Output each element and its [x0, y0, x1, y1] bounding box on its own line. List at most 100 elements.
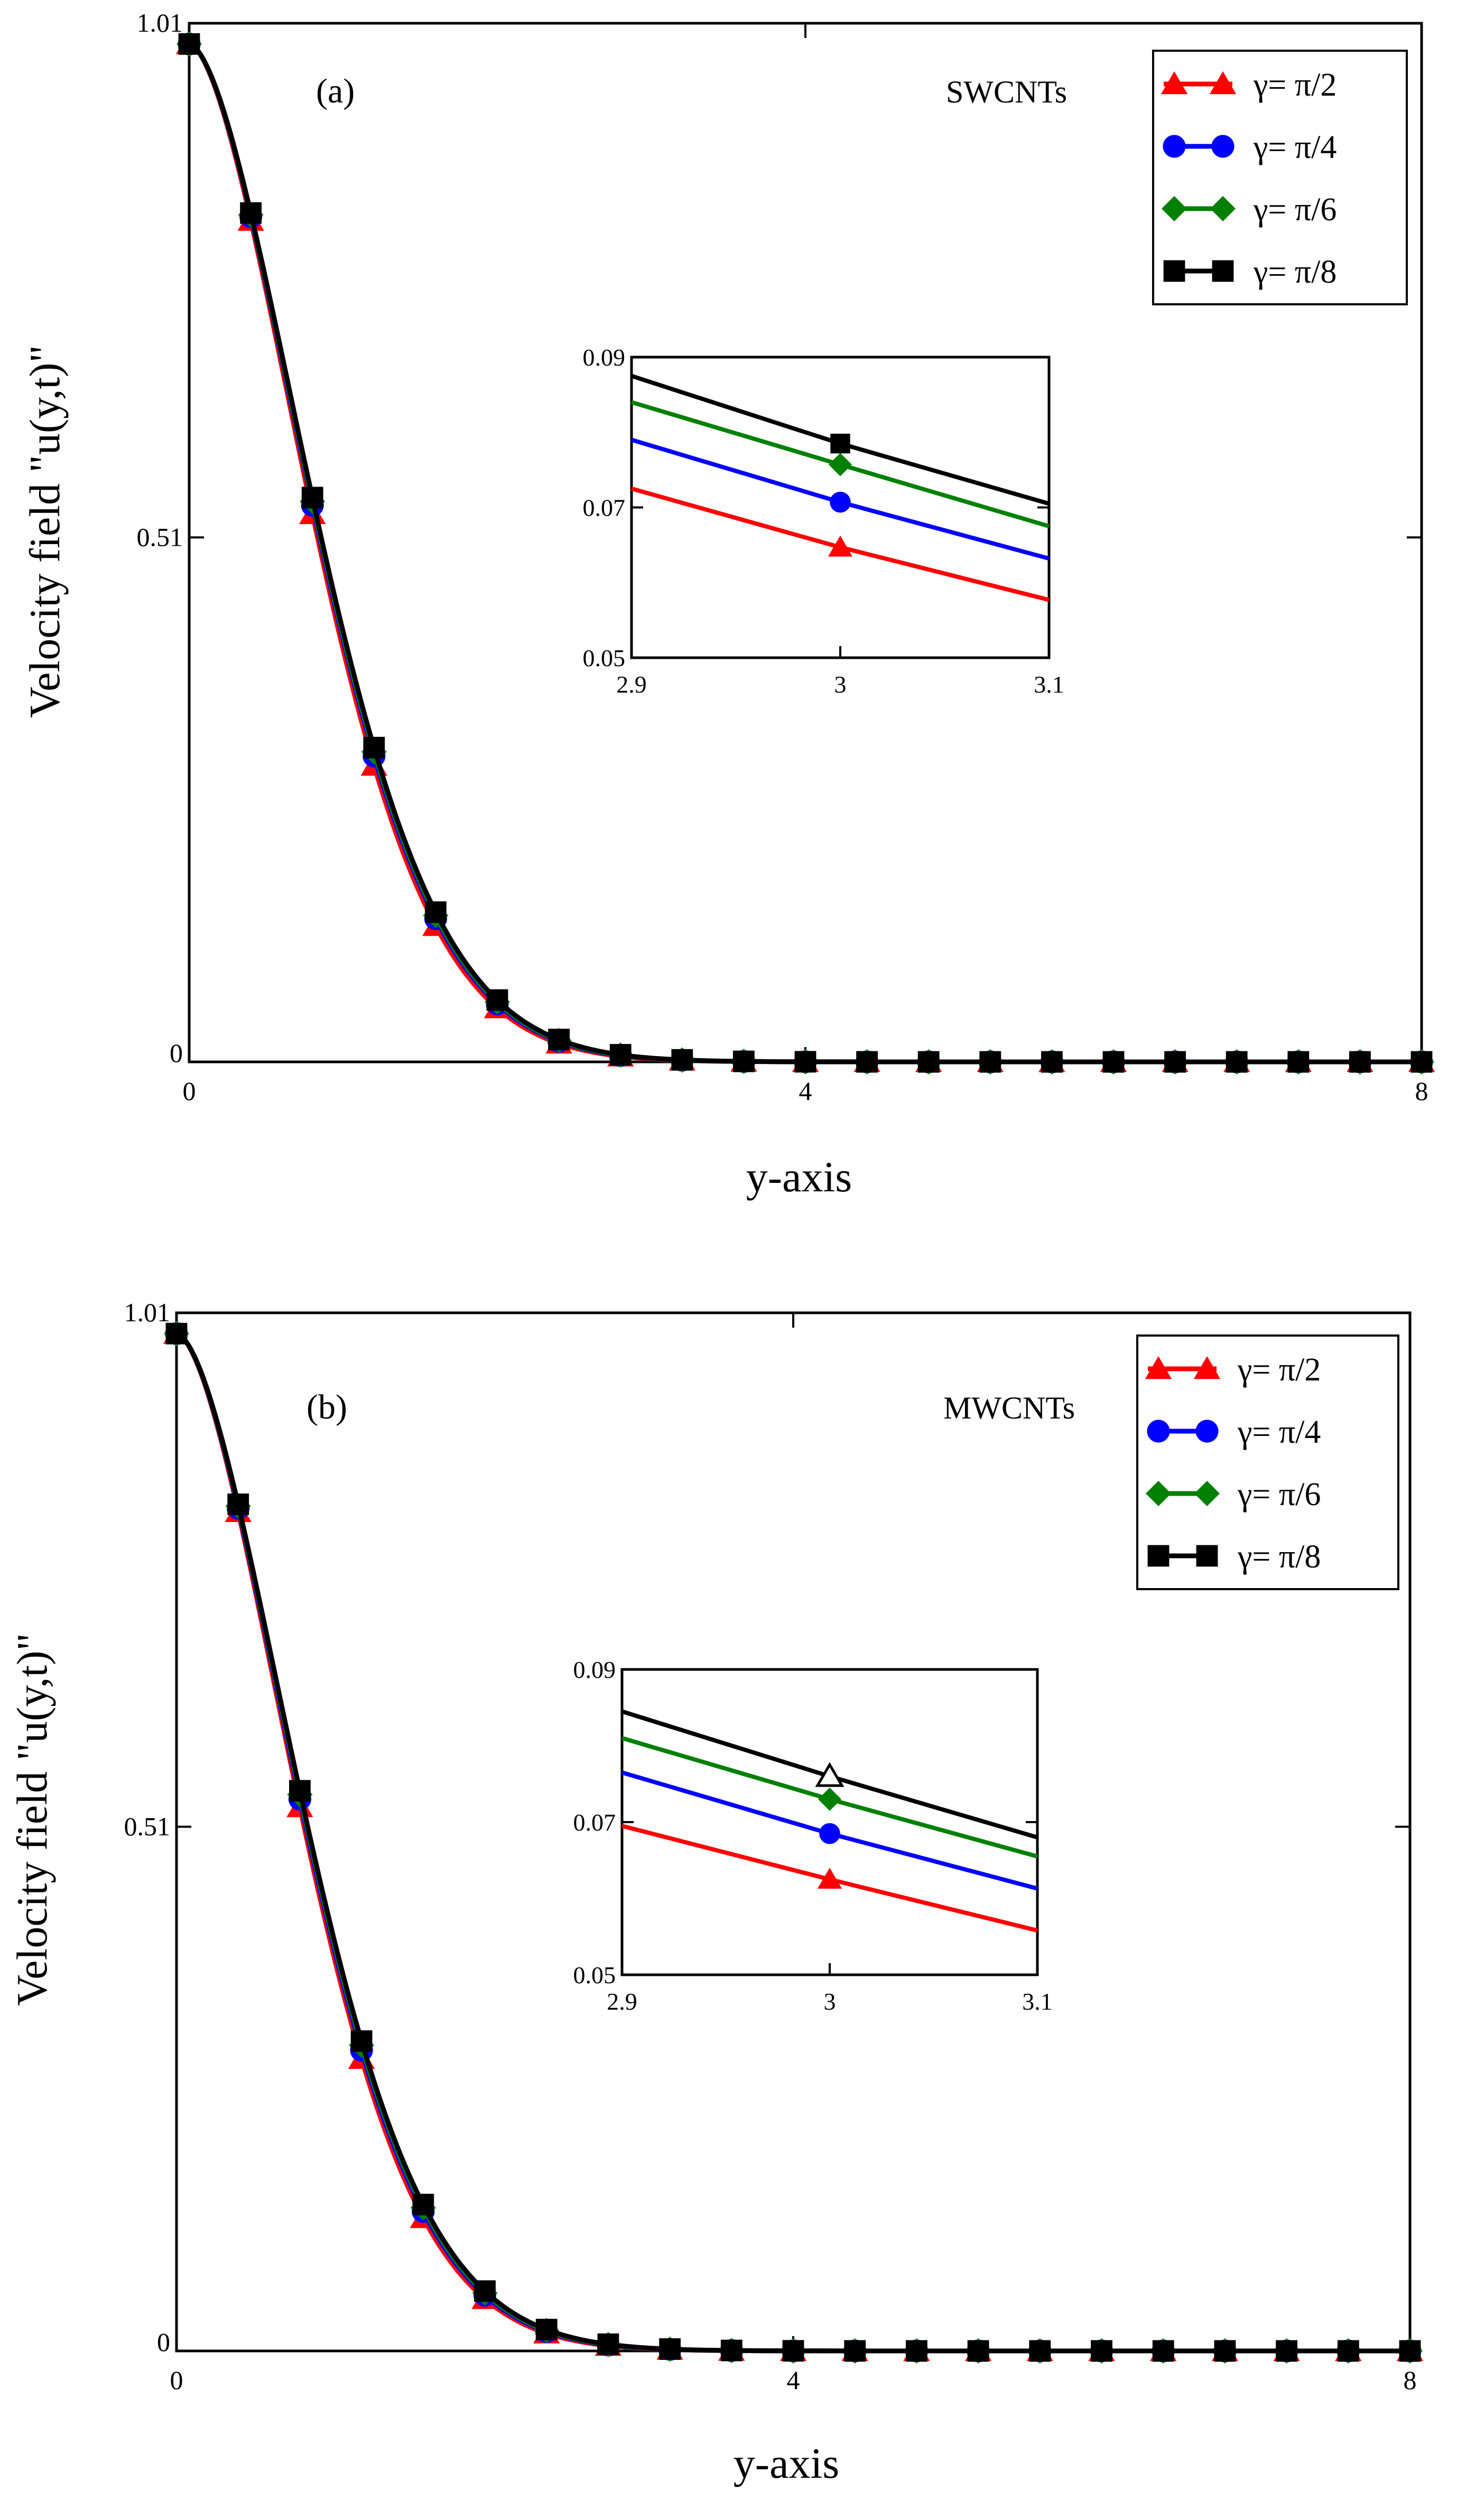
inset-series-1	[630, 487, 1050, 602]
nanotube-annotation: MWCNTs	[943, 1390, 1075, 1425]
inset-marker	[815, 1762, 844, 1787]
x-tick-label: 0	[183, 1076, 196, 1106]
legend-frame	[1136, 1334, 1399, 1590]
series-marker	[856, 1051, 878, 1073]
series-marker	[671, 1049, 693, 1071]
series-marker	[979, 1051, 1001, 1073]
series-marker	[1410, 1051, 1433, 1073]
series-4	[165, 1322, 1421, 2362]
series-marker	[1029, 2340, 1051, 2362]
nanotube-annotation: SWCNTs	[946, 74, 1067, 109]
inset-y-tick-label: 0.09	[583, 344, 626, 371]
inset-y-tick-label: 0.09	[573, 1656, 616, 1683]
inset-chart: 2.9 3 3.1 0.05 0.07 0.09	[573, 1656, 1053, 2015]
inset-x-tick-label: 3	[824, 1988, 836, 2015]
legend-frame	[1152, 50, 1408, 305]
inset-x-tick-label: 2.9	[607, 1988, 637, 2015]
panel-label: (b)	[307, 1388, 347, 1426]
legend-marker	[1163, 260, 1185, 282]
chart-panel-a: Velocity field "u(y,t)" y-axis (a) SWCNT…	[21, 8, 1435, 1201]
legend-marker	[1209, 71, 1237, 95]
inset-series-3	[621, 1736, 1038, 1859]
series-marker	[609, 1044, 632, 1066]
series-marker	[548, 1029, 570, 1051]
x-tick-label: 8	[1415, 1076, 1428, 1106]
inset-marker	[828, 535, 853, 557]
legend-marker	[1212, 260, 1234, 282]
legend-marker	[1211, 135, 1235, 158]
inset-marker	[818, 1787, 841, 1811]
series-marker	[720, 2339, 743, 2362]
series-marker	[782, 2340, 804, 2362]
inset-x-tick-label: 3	[834, 671, 847, 698]
inset-y-tick-label: 0.05	[573, 1962, 616, 1989]
series-marker	[289, 1780, 311, 1802]
y-axis-label: Velocity field "u(y,t)"	[21, 345, 69, 718]
x-axis-label: y-axis	[746, 1153, 852, 1201]
series-marker	[227, 1493, 249, 1515]
inset-frame	[620, 1668, 1039, 1976]
series-marker	[906, 2340, 927, 2362]
series-marker	[967, 2340, 989, 2362]
series-marker	[1152, 2340, 1174, 2362]
inset-marker	[830, 433, 850, 454]
inset-series-4	[630, 374, 1050, 506]
y-tick-label: 0	[170, 1038, 183, 1068]
inset-series-2	[621, 1770, 1038, 1891]
series-marker	[794, 1051, 816, 1073]
legend-item: γ= π/2	[1145, 1352, 1321, 1388]
series-marker	[1102, 1051, 1125, 1073]
inset-marker	[829, 453, 852, 477]
legend-marker	[1146, 1481, 1171, 1506]
series-marker	[412, 2194, 434, 2216]
legend-item: γ= π/6	[1162, 192, 1337, 228]
inset-marker	[830, 491, 851, 513]
inset-series-2	[630, 437, 1050, 561]
series-marker	[1399, 2340, 1421, 2362]
series-marker	[1041, 1051, 1063, 1073]
series-4	[178, 33, 1433, 1073]
legend-item: γ= π/8	[1147, 1539, 1321, 1575]
series-marker	[659, 2338, 681, 2360]
legend-label: γ= π/2	[1253, 67, 1337, 103]
series-marker	[363, 736, 385, 759]
legend-label: γ= π/6	[1237, 1477, 1321, 1513]
series-marker	[165, 1322, 188, 1345]
series-marker	[1091, 2340, 1112, 2362]
x-tick-label: 8	[1404, 2365, 1417, 2395]
series-marker	[535, 2319, 558, 2340]
inset-x-tick-label: 3.1	[1034, 671, 1064, 698]
inset-y-tick-label: 0.05	[583, 645, 626, 671]
y-tick-label: 1.01	[137, 8, 183, 38]
legend-label: γ= π/6	[1253, 192, 1337, 228]
series-marker	[1337, 2340, 1359, 2362]
inset-series-1	[621, 1824, 1038, 1933]
inset-x-tick-label: 2.9	[616, 671, 647, 698]
legend-label: γ= π/2	[1237, 1352, 1321, 1388]
chart-panel-b: Velocity field "u(y,t)" y-axis (b) MWCNT…	[8, 1298, 1424, 2487]
inset-y-tick-label: 0.07	[583, 494, 626, 521]
legend-item: γ= π/4	[1163, 129, 1337, 165]
series-marker	[474, 2280, 496, 2302]
legend: γ= π/2 γ= π/4 γ= π/6 γ= π/8	[1152, 50, 1408, 305]
series-marker	[733, 1050, 755, 1072]
legend-item: γ= π/2	[1161, 67, 1337, 103]
series-marker	[1214, 2340, 1236, 2362]
inset-marker	[817, 1868, 842, 1889]
inset-marker	[819, 1823, 840, 1844]
legend-marker	[1162, 196, 1187, 221]
legend-marker	[1196, 1545, 1218, 1567]
inset-y-tick-label: 0.07	[573, 1809, 616, 1836]
series-marker	[240, 202, 262, 224]
panel-label: (a)	[316, 72, 355, 110]
y-tick-label: 0.51	[137, 522, 183, 552]
legend-item: γ= π/6	[1146, 1477, 1321, 1513]
x-tick-label: 4	[787, 2365, 800, 2395]
inset-series-4	[621, 1709, 1038, 1840]
legend-marker	[1145, 1356, 1172, 1379]
legend-marker	[1193, 1356, 1221, 1379]
legend-marker	[1210, 196, 1236, 221]
y-tick-label: 0	[157, 2327, 170, 2357]
legend: γ= π/2 γ= π/4 γ= π/6 γ= π/8	[1136, 1334, 1399, 1590]
